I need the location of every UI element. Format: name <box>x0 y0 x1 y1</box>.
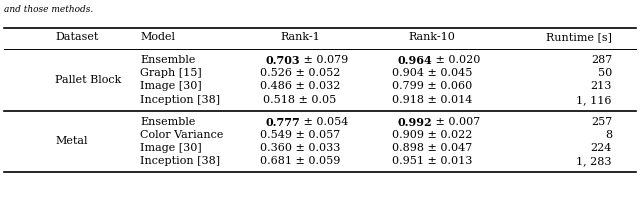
Text: and those methods.: and those methods. <box>4 5 93 14</box>
Text: 0.703: 0.703 <box>266 55 300 66</box>
Text: 0.992: 0.992 <box>397 117 432 127</box>
Text: 0.681 ± 0.059: 0.681 ± 0.059 <box>260 156 340 166</box>
Text: Dataset: Dataset <box>55 32 99 42</box>
Text: 213: 213 <box>591 81 612 91</box>
Text: 0.951 ± 0.013: 0.951 ± 0.013 <box>392 156 472 166</box>
Text: Color Variance: Color Variance <box>140 130 223 140</box>
Text: Rank-1: Rank-1 <box>280 32 320 42</box>
Text: Pallet Block: Pallet Block <box>55 75 122 85</box>
Text: Image [30]: Image [30] <box>140 143 202 153</box>
Text: ± 0.079: ± 0.079 <box>300 55 348 65</box>
Text: 0.909 ± 0.022: 0.909 ± 0.022 <box>392 130 472 140</box>
Text: 0.904 ± 0.045: 0.904 ± 0.045 <box>392 68 472 78</box>
Text: Metal: Metal <box>55 136 88 147</box>
Text: Runtime [s]: Runtime [s] <box>546 32 612 42</box>
Text: 0.799 ± 0.060: 0.799 ± 0.060 <box>392 81 472 91</box>
Text: Inception [38]: Inception [38] <box>140 95 220 105</box>
Text: 50: 50 <box>598 68 612 78</box>
Text: ± 0.007: ± 0.007 <box>432 117 480 127</box>
Text: ± 0.020: ± 0.020 <box>432 55 481 65</box>
Text: 0.964: 0.964 <box>397 55 432 66</box>
Text: Image [30]: Image [30] <box>140 81 202 91</box>
Text: 0.918 ± 0.014: 0.918 ± 0.014 <box>392 95 472 105</box>
Text: ± 0.054: ± 0.054 <box>300 117 348 127</box>
Text: 0.549 ± 0.057: 0.549 ± 0.057 <box>260 130 340 140</box>
Text: 257: 257 <box>591 117 612 127</box>
Text: 0.526 ± 0.052: 0.526 ± 0.052 <box>260 68 340 78</box>
Text: Model: Model <box>140 32 175 42</box>
Text: 0.486 ± 0.032: 0.486 ± 0.032 <box>260 81 340 91</box>
Text: 287: 287 <box>591 55 612 65</box>
Text: 0.518 ± 0.05: 0.518 ± 0.05 <box>264 95 337 105</box>
Text: 0.360 ± 0.033: 0.360 ± 0.033 <box>260 143 340 153</box>
Text: 1, 283: 1, 283 <box>577 156 612 166</box>
Text: Inception [38]: Inception [38] <box>140 156 220 166</box>
Text: 0.898 ± 0.047: 0.898 ± 0.047 <box>392 143 472 153</box>
Text: 224: 224 <box>591 143 612 153</box>
Text: Ensemble: Ensemble <box>140 55 195 65</box>
Text: 1, 116: 1, 116 <box>577 95 612 105</box>
Text: Ensemble: Ensemble <box>140 117 195 127</box>
Text: 8: 8 <box>605 130 612 140</box>
Text: 0.777: 0.777 <box>265 117 300 127</box>
Text: Rank-10: Rank-10 <box>408 32 456 42</box>
Text: Graph [15]: Graph [15] <box>140 68 202 78</box>
